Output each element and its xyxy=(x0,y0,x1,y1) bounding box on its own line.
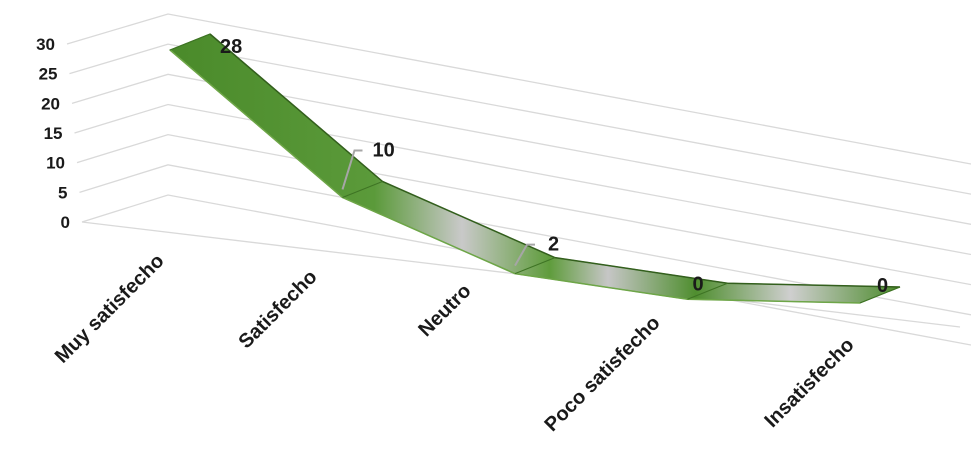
gridline xyxy=(74,103,971,256)
y-tick-label: 0 xyxy=(61,213,70,232)
data-label: 28 xyxy=(220,36,242,58)
x-category-label: Insatisfecho xyxy=(760,334,858,432)
ribbon-point xyxy=(169,33,211,51)
ribbon-point xyxy=(342,181,383,198)
ribbon-point xyxy=(687,282,728,300)
y-tick-label: 25 xyxy=(39,65,58,84)
ribbon-surface xyxy=(169,33,901,304)
gridline xyxy=(76,133,971,286)
gridline xyxy=(69,43,971,195)
x-category-label: Satisfecho xyxy=(234,266,321,353)
data-label: 0 xyxy=(877,275,888,297)
data-label: 0 xyxy=(693,273,704,295)
data-ribbon xyxy=(169,33,901,304)
y-axis-ticks: 0 5 10 15 20 25 30 xyxy=(36,35,70,232)
y-tick-label: 5 xyxy=(58,183,67,202)
x-category-label: Poco satisfecho xyxy=(541,312,665,436)
x-category-label: Muy satisfecho xyxy=(51,250,169,368)
y-tick-label: 30 xyxy=(36,35,55,54)
label-leader-line xyxy=(341,149,363,190)
data-label: 10 xyxy=(373,139,395,161)
y-tick-label: 20 xyxy=(41,94,60,113)
gridline xyxy=(79,164,971,316)
gridlines xyxy=(66,13,971,346)
y-tick-label: 15 xyxy=(44,124,63,143)
x-axis-categories: Muy satisfecho Satisfecho Neutro Poco satis… xyxy=(51,250,859,436)
gridline xyxy=(66,13,971,165)
ribbon-point xyxy=(514,257,556,275)
y-tick-label: 10 xyxy=(46,154,65,173)
data-label: 2 xyxy=(548,234,559,256)
gridline xyxy=(71,73,971,225)
x-category-label: Neutro xyxy=(414,280,475,341)
label-leader-line xyxy=(514,243,535,267)
data-labels: 28 10 2 0 0 xyxy=(220,36,888,297)
ribbon-point xyxy=(859,286,901,304)
